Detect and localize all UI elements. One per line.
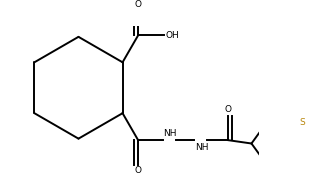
Text: S: S <box>300 118 305 127</box>
Text: O: O <box>225 105 232 114</box>
Text: OH: OH <box>165 31 179 40</box>
Text: NH: NH <box>195 143 208 152</box>
Text: NH: NH <box>164 129 177 138</box>
Text: O: O <box>135 166 142 175</box>
Text: O: O <box>135 0 142 9</box>
